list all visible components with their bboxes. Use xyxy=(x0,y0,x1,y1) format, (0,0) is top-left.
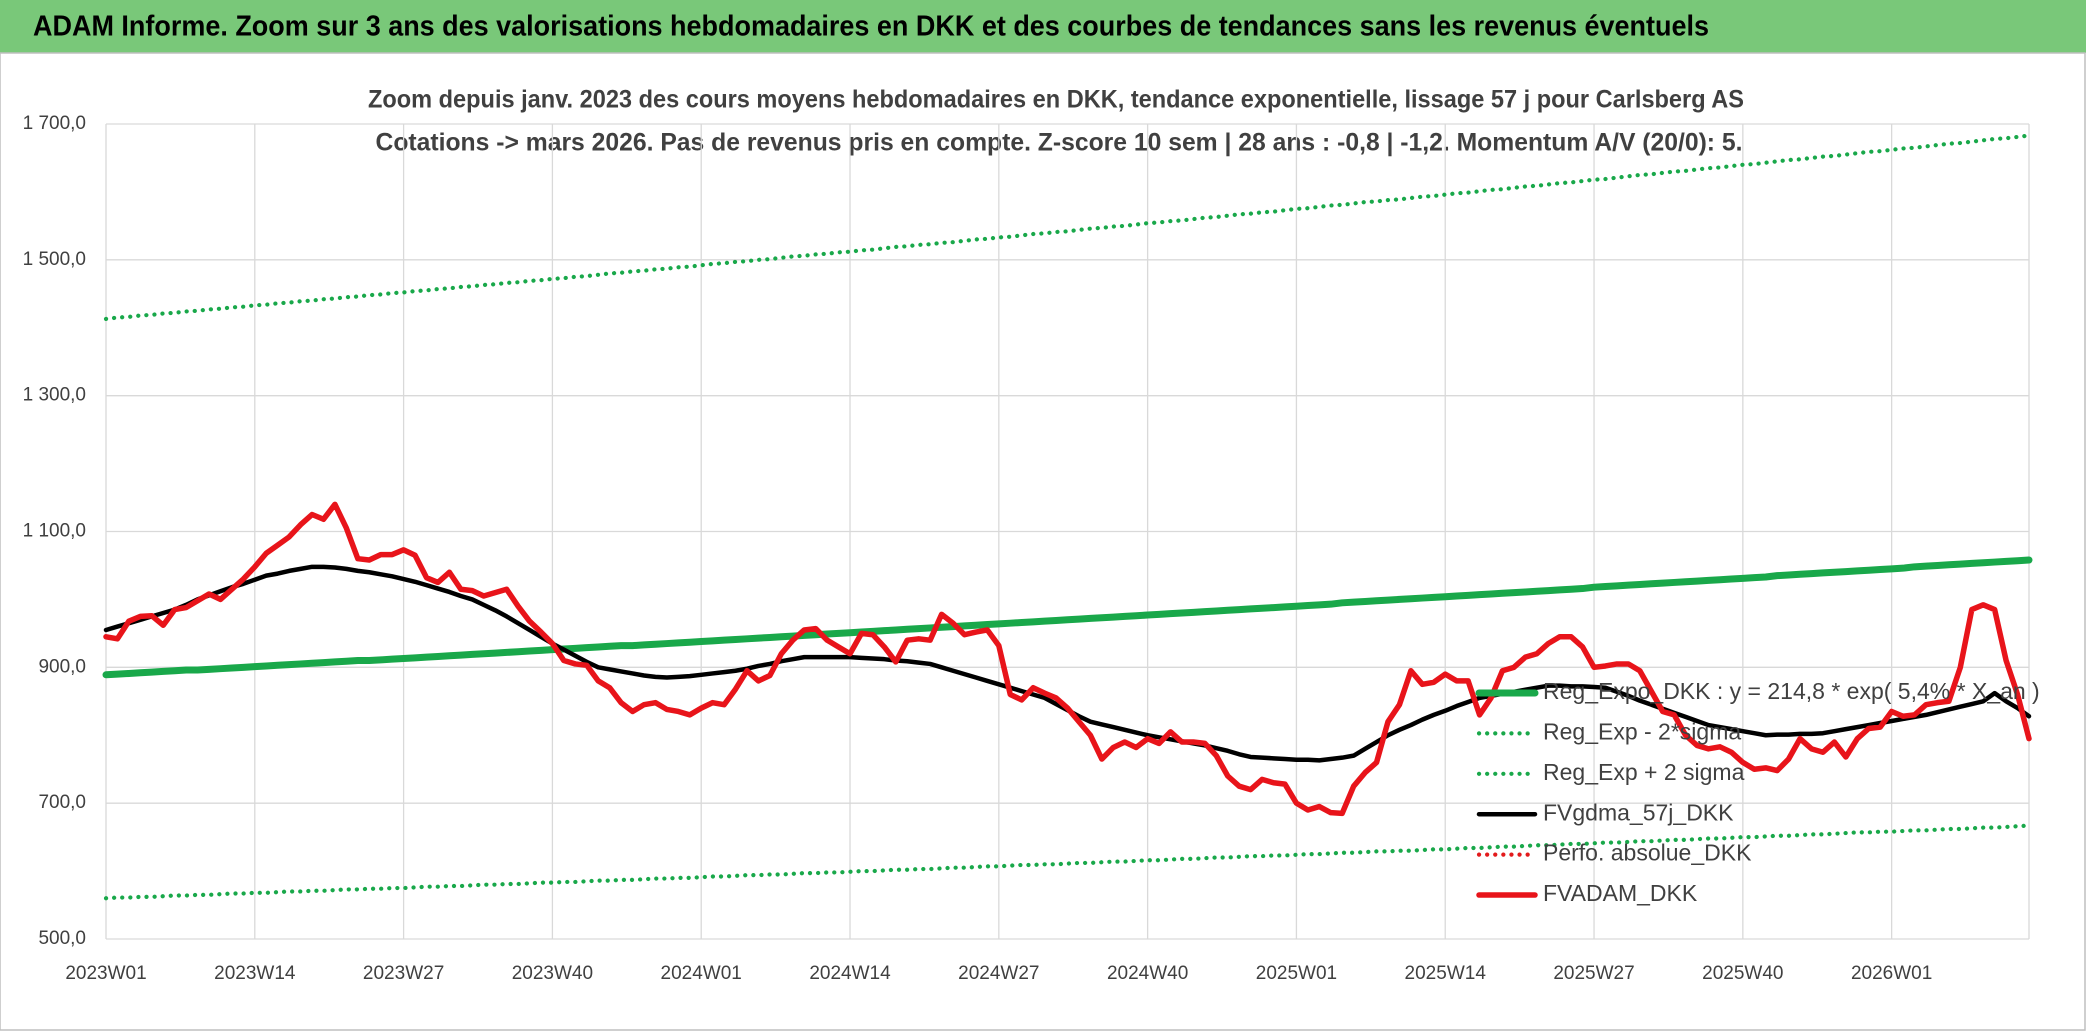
header-bar xyxy=(0,0,2086,53)
legend-label: FVgdma_57j_DKK xyxy=(1543,799,1734,825)
legend-label: FVADAM_DKK xyxy=(1543,880,1698,906)
x-tick-label: 2025W40 xyxy=(1702,963,1783,984)
plot xyxy=(102,133,2033,901)
x-tick-label: 2023W40 xyxy=(512,963,593,984)
y-tick-label: 1 300,0 xyxy=(23,385,86,406)
series-line xyxy=(103,133,2032,322)
y-tick-label: 700,0 xyxy=(38,792,86,813)
x-tick-label: 2025W27 xyxy=(1553,963,1634,984)
y-tick-label: 900,0 xyxy=(38,656,86,677)
grid: 500,0 700,0 900,0 1 100,0 1 300,0 1 500,0 1 70… xyxy=(23,113,2030,984)
y-tick-label: 1 700,0 xyxy=(23,113,86,134)
legend-label: Reg_Exp - 2*sigma xyxy=(1543,718,1741,744)
chart-subtitle: Zoom depuis janv. 2023 des cours moyens … xyxy=(368,86,1744,114)
x-tick-label: 2026W01 xyxy=(1851,963,1932,984)
x-tick-label: 2023W27 xyxy=(363,963,444,984)
x-tick-label: 2023W14 xyxy=(214,963,296,984)
x-tick-label: 2024W14 xyxy=(809,963,891,984)
y-tick-label: 1 500,0 xyxy=(23,249,86,270)
x-tick-label: 2025W14 xyxy=(1405,963,1487,984)
series-line xyxy=(103,501,2032,817)
x-tick-label: 2024W27 xyxy=(958,963,1039,984)
chart-area xyxy=(0,52,2086,1031)
legend-label: Reg_Exp + 2 sigma xyxy=(1543,759,1745,785)
series-line xyxy=(102,556,2033,679)
legend-label: Reg_Expo_DKK : y = 214,8 * exp( 5,4% * X… xyxy=(1543,678,2040,704)
series-line xyxy=(103,823,2032,901)
chart-subtitle: Cotations -> mars 2026. Pas de revenus p… xyxy=(376,129,1743,157)
x-tick-label: 2025W01 xyxy=(1256,963,1337,984)
x-tick-label: 2024W40 xyxy=(1107,963,1188,984)
x-tick-label: 2024W01 xyxy=(661,963,742,984)
chart-title: ADAM Informe. Zoom sur 3 ans des valoris… xyxy=(33,11,1709,43)
legend-label: Perfo. absolue_DKK xyxy=(1543,840,1752,866)
y-tick-label: 1 100,0 xyxy=(23,521,86,542)
x-tick-label: 2023W01 xyxy=(65,963,146,984)
y-tick-label: 500,0 xyxy=(38,928,86,949)
legend: Reg_Expo_DKK : y = 214,8 * exp( 5,4% * X… xyxy=(1475,678,2040,906)
